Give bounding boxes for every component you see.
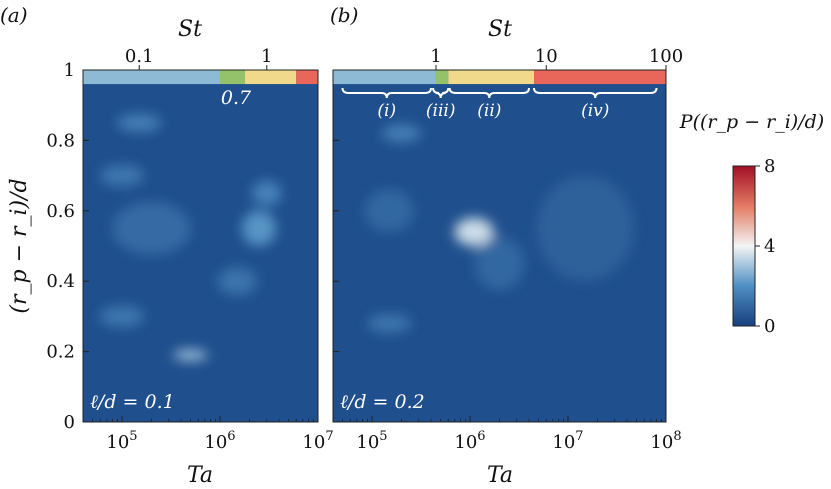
- panel-b-x-axis-label: Ta: [487, 463, 513, 488]
- x-tick-label: 105: [356, 429, 387, 453]
- panel-b-tag: (b): [330, 3, 358, 27]
- panel-a-st-annotation: 0.7: [221, 87, 252, 109]
- panel-b-top-axis-label: St: [488, 17, 512, 42]
- regime-bar-segment: [436, 70, 449, 85]
- colorbar-gradient: [732, 165, 756, 327]
- panel-b-heatmap: [364, 124, 635, 333]
- top-tick-label: 10: [535, 46, 558, 67]
- colorbar-ticks: 0 4 8: [755, 156, 775, 337]
- regime-bar-segment: [534, 70, 666, 85]
- y-tick-label: 0.4: [46, 271, 75, 292]
- top-tick-label: 1: [430, 46, 441, 67]
- panel-a-frame: [82, 69, 319, 423]
- x-tick-label: 105: [106, 429, 137, 453]
- y-tick-label: 0.8: [46, 130, 75, 151]
- regime-brace: [448, 87, 531, 99]
- heatmap-blob: [474, 237, 525, 290]
- panel-a-x-axis-label: Ta: [187, 463, 213, 488]
- regime-label: (iii): [426, 101, 456, 121]
- regime-brace: [341, 87, 433, 99]
- x-tick-label: 108: [650, 429, 681, 453]
- panel-a-top-ticks: 0.1 1: [125, 46, 272, 70]
- panel-a-regime-bar: [83, 70, 318, 85]
- heatmap-blob: [241, 210, 277, 246]
- panel-a-plot-area: [83, 70, 318, 422]
- heatmap-blob: [536, 175, 635, 282]
- panel-b-x-ticks: 105 106 107 108: [332, 416, 682, 453]
- regime-bar-segment: [448, 70, 535, 85]
- x-tick-label: 107: [552, 429, 583, 453]
- regime-label: (ii): [477, 101, 501, 121]
- y-tick-label: 0: [64, 412, 75, 433]
- top-tick-label: 1: [261, 46, 272, 67]
- heatmap-blob: [454, 217, 494, 246]
- heatmap-blob: [99, 165, 145, 187]
- panel-a-y-ticks: 0 0.2 0.4 0.6 0.8 1: [46, 60, 89, 433]
- panel-a-tag: (a): [0, 3, 28, 27]
- x-tick-label: 106: [204, 429, 235, 453]
- x-tick-label: 106: [454, 429, 485, 453]
- regime-bar-segment: [245, 70, 297, 85]
- panel-a: (a) St 0.1 1 0.7 ℓ/d = 0.1 105 106 107 00.2…: [0, 3, 334, 488]
- regime-bar-segment: [333, 70, 437, 85]
- panel-b-regime-braces: (i) (iii) (ii) (iv): [341, 87, 658, 121]
- heatmap-blob: [173, 349, 208, 361]
- y-tick-label: 0.2: [46, 342, 75, 363]
- top-tick-label: 100: [649, 46, 683, 67]
- top-tick-label: 0.1: [125, 46, 154, 67]
- heatmap-blob: [364, 189, 414, 232]
- regime-brace: [533, 87, 658, 99]
- heatmap-blob: [217, 267, 257, 296]
- regime-label: (i): [377, 101, 396, 121]
- panel-b: (b) St 1 10 100 (i) (iii) (ii) (iv) ℓ/d = 0.2…: [330, 3, 683, 488]
- heatmap-blob: [367, 314, 412, 333]
- heatmap-blob: [99, 305, 145, 327]
- regime-label: (iv): [581, 101, 609, 121]
- colorbar: P((r_p − r_i)/d) 0 4 8: [679, 111, 824, 337]
- heatmap-blob: [252, 180, 282, 206]
- panel-b-top-ticks: 1 10 100: [430, 46, 683, 70]
- regime-bar-segment: [296, 70, 318, 85]
- panel-a-top-axis-label: St: [178, 17, 202, 42]
- panel-b-y-ticks: [333, 69, 339, 423]
- heatmap-blob: [381, 124, 422, 143]
- heatmap-blob: [117, 114, 162, 132]
- regime-bar-segment: [83, 70, 220, 85]
- regime-brace: [432, 87, 450, 99]
- colorbar-tick-label: 4: [764, 236, 775, 257]
- panel-b-annotation: ℓ/d = 0.2: [340, 391, 425, 413]
- y-tick-label: 1: [64, 60, 75, 81]
- x-tick-label: 107: [302, 429, 333, 453]
- colorbar-tick-label: 0: [764, 316, 775, 337]
- colorbar-tick-label: 8: [764, 156, 775, 177]
- panel-a-x-ticks: 105 106 107: [82, 416, 334, 453]
- y-axis-label: (r_p − r_i)/d: [7, 178, 32, 313]
- panel-a-heatmap: [99, 114, 282, 361]
- colorbar-label: P((r_p − r_i)/d): [679, 111, 824, 133]
- heatmap-blob: [112, 202, 191, 255]
- panel-a-annotation: ℓ/d = 0.1: [90, 391, 175, 413]
- panel-b-regime-bar: [333, 70, 666, 85]
- regime-bar-segment: [219, 70, 246, 85]
- y-tick-label: 0.6: [46, 201, 75, 222]
